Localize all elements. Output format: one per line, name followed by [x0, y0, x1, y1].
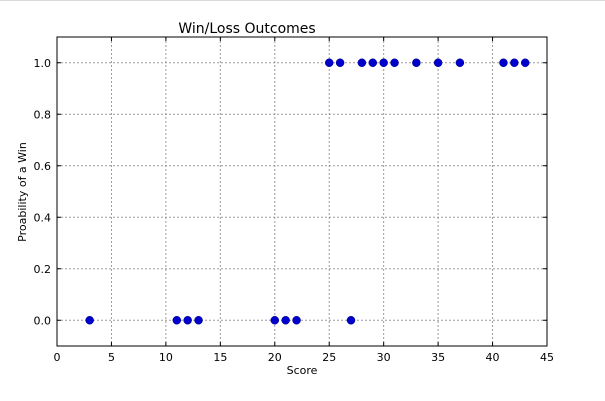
- data-point: [85, 316, 94, 325]
- data-point: [433, 58, 443, 67]
- y-axis-ticks: 0.0 0.2 0.4 0.6 0.8 1.0: [34, 57, 547, 327]
- x-axis-label: Score: [287, 364, 318, 377]
- data-point: [335, 58, 345, 67]
- y-tick-label: 0.0: [34, 314, 52, 327]
- data-point: [270, 316, 280, 325]
- grid-lines: [57, 37, 547, 346]
- x-axis-ticks: 0 5 10 15 20 25 30 35 40 45: [54, 37, 554, 364]
- top-border: [0, 0, 605, 1]
- x-tick-label: 35: [431, 351, 445, 364]
- y-tick-label: 0.8: [34, 108, 52, 121]
- x-tick-label: 0: [54, 351, 61, 364]
- data-point: [499, 58, 508, 67]
- x-tick-label: 20: [268, 351, 282, 364]
- data-point: [324, 58, 334, 67]
- data-point: [194, 316, 203, 325]
- data-point: [346, 316, 356, 325]
- x-tick-label: 10: [159, 351, 173, 364]
- data-point: [172, 316, 182, 325]
- data-point: [183, 316, 192, 325]
- data-point: [520, 58, 530, 67]
- plot-area-frame: [56, 36, 548, 347]
- chart-title: Win/Loss Outcomes: [178, 21, 315, 37]
- data-point: [368, 58, 378, 67]
- y-axis-label: Proability of a Win: [16, 142, 29, 242]
- data-point: [412, 58, 421, 67]
- y-tick-label: 0.2: [34, 263, 52, 276]
- data-point: [292, 316, 301, 325]
- data-point: [510, 58, 519, 67]
- x-tick-label: 30: [377, 351, 391, 364]
- y-tick-label: 0.6: [34, 160, 52, 173]
- data-point: [390, 58, 399, 67]
- data-point: [455, 58, 465, 67]
- x-tick-label: 40: [486, 351, 500, 364]
- data-point: [357, 58, 367, 67]
- x-tick-label: 25: [322, 351, 336, 364]
- y-tick-label: 0.4: [34, 211, 52, 224]
- data-point: [281, 316, 290, 325]
- x-tick-label: 5: [108, 351, 115, 364]
- y-tick-label: 1.0: [34, 57, 52, 70]
- x-tick-label: 15: [213, 351, 227, 364]
- x-tick-label: 45: [540, 351, 554, 364]
- data-points: [85, 58, 530, 325]
- data-point: [379, 58, 388, 67]
